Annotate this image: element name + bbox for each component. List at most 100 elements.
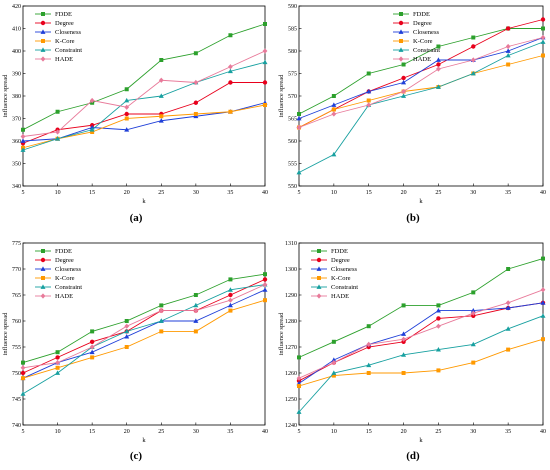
series-line: [22, 50, 266, 137]
data-point: [21, 360, 25, 365]
y-tick-label: 745: [12, 397, 21, 403]
data-point: [540, 34, 546, 41]
data-point: [366, 341, 372, 347]
data-point: [193, 51, 198, 56]
series-line: [298, 55, 544, 128]
data-point: [470, 57, 476, 63]
data-point: [159, 58, 164, 62]
data-point: [331, 111, 337, 117]
data-point: [228, 109, 233, 114]
data-point: [506, 347, 511, 352]
x-axis-label: k: [419, 437, 423, 444]
data-point: [263, 103, 267, 107]
data-point: [228, 64, 233, 70]
series-line: [298, 302, 544, 384]
data-point: [436, 66, 441, 72]
series-line: [298, 315, 544, 413]
data-point: [505, 48, 511, 53]
data-point: [296, 169, 302, 175]
series-constraint: [296, 313, 546, 414]
x-tick-label: 25: [158, 190, 164, 196]
legend-marker: [40, 56, 46, 62]
data-point: [228, 277, 233, 282]
data-point: [20, 391, 26, 396]
panel-caption-a: (a): [129, 212, 143, 224]
x-tick-label: 5: [22, 429, 25, 435]
y-tick-label: 410: [12, 27, 21, 33]
legend-label: K-Core: [55, 275, 75, 282]
data-point: [540, 39, 546, 44]
x-tick-label: 10: [331, 190, 337, 196]
panel-caption-c: (c): [129, 450, 143, 462]
data-point: [366, 102, 372, 108]
series-line: [22, 23, 266, 131]
series-line: [22, 284, 266, 369]
data-point: [505, 305, 511, 310]
legend-marker: [398, 47, 404, 52]
data-point: [331, 360, 337, 366]
data-point: [124, 345, 129, 349]
data-point: [159, 303, 164, 308]
data-point: [262, 80, 268, 85]
x-tick-label: 30: [470, 190, 476, 196]
data-point: [541, 53, 545, 58]
data-point: [158, 93, 164, 98]
x-tick-label: 40: [262, 190, 268, 196]
legend-marker: [40, 284, 46, 289]
data-point: [505, 300, 511, 306]
series-line: [298, 289, 544, 379]
data-point: [158, 318, 164, 323]
plot-frame: [298, 242, 544, 426]
data-point: [89, 97, 95, 104]
data-point: [55, 370, 61, 375]
data-point: [297, 112, 301, 116]
x-tick-label: 25: [435, 429, 441, 435]
legend-marker: [41, 276, 45, 280]
y-tick-label: 1250: [285, 397, 297, 403]
data-point: [366, 371, 371, 375]
data-point: [158, 118, 164, 123]
legend-marker: [40, 266, 46, 271]
x-tick-label: 10: [55, 190, 61, 196]
data-point: [401, 79, 407, 85]
data-point: [21, 127, 25, 132]
x-tick-label: 30: [193, 429, 199, 435]
x-tick-label: 35: [505, 190, 511, 196]
data-point: [401, 339, 406, 344]
data-point: [471, 360, 476, 365]
series-k-core: [297, 337, 545, 388]
y-axis-label: influence spread: [2, 312, 9, 356]
y-axis-label: influence spread: [278, 312, 285, 356]
y-tick-label: 380: [12, 94, 21, 100]
y-tick-label: 560: [288, 139, 297, 145]
data-point: [193, 112, 198, 116]
data-point: [366, 324, 371, 329]
legend-label: Constraint: [55, 284, 82, 291]
x-tick-label: 10: [55, 429, 61, 435]
y-tick-label: 370: [12, 117, 21, 123]
x-tick-label: 5: [298, 190, 301, 196]
legend-label: K-Core: [55, 38, 75, 45]
y-tick-label: 1290: [285, 293, 297, 299]
data-point: [505, 326, 511, 331]
legend-marker: [40, 47, 46, 52]
data-point: [471, 313, 476, 318]
y-axis-label: influence spread: [2, 74, 9, 118]
data-point: [470, 308, 476, 313]
chart-panel-b: 550 555 560 565 570 575 580 585 590 5 10 15 20 25 30 35…: [278, 4, 546, 205]
data-point: [228, 292, 233, 298]
x-tick-label: 10: [331, 429, 337, 435]
data-point: [124, 111, 129, 117]
legend-marker: [40, 29, 46, 34]
data-point: [55, 365, 60, 370]
data-point: [124, 97, 130, 103]
legend-marker: [398, 29, 404, 34]
data-point: [124, 328, 130, 334]
data-point: [227, 287, 233, 292]
legend-marker: [398, 20, 404, 26]
data-point: [263, 298, 267, 303]
y-tick-label: 1240: [285, 423, 297, 429]
legend-marker: [316, 293, 322, 299]
data-point: [505, 26, 511, 31]
